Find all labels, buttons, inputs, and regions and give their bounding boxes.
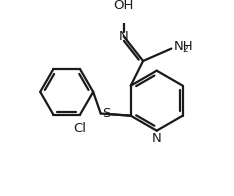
Text: N: N [152,132,162,145]
Text: 2: 2 [183,45,188,54]
Text: S: S [102,107,110,120]
Text: Cl: Cl [73,122,86,135]
Text: NH: NH [174,40,194,53]
Text: N: N [119,30,128,43]
Text: OH: OH [113,0,134,12]
